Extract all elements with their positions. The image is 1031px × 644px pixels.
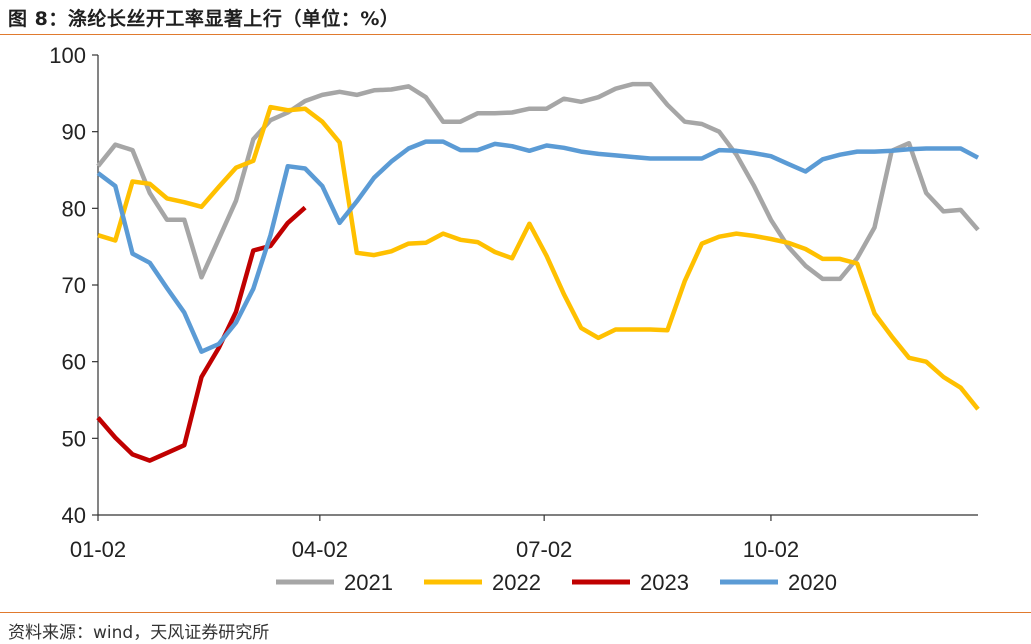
y-tick-label: 50 [62, 426, 86, 451]
chart-title: 图 8：涤纶长丝开工率显著上行（单位：%） [8, 8, 400, 30]
x-tick-label: 04-02 [292, 537, 348, 562]
chart-axes: 40 50 60 70 80 90 100 01-02 04-02 07-02 10-02 [49, 43, 978, 562]
legend-label-2023: 2023 [640, 570, 689, 595]
legend-label-2020: 2020 [788, 570, 837, 595]
y-tick-label: 80 [62, 196, 86, 221]
source-note: 资料来源：wind，天风证券研究所 [8, 623, 270, 643]
chart-canvas: 40 50 60 70 80 90 100 01-02 04-02 07-02 10-02 2021… [49, 43, 980, 595]
legend-label-2022: 2022 [492, 570, 541, 595]
x-tick-label: 07-02 [516, 537, 572, 562]
y-tick-label: 70 [62, 273, 86, 298]
legend-label-2021: 2021 [344, 570, 393, 595]
footer-divider [0, 612, 1031, 613]
series-line-2020 [96, 139, 980, 354]
chart-legend: 2021 2022 2023 2020 [276, 570, 837, 595]
series-line-2022 [97, 104, 980, 411]
y-tick-label: 90 [62, 120, 86, 145]
x-tick-label: 10-02 [743, 537, 799, 562]
series-line-2023 [96, 205, 307, 463]
y-tick-label: 100 [49, 43, 86, 68]
y-tick-label: 60 [62, 350, 86, 375]
title-divider [0, 34, 1031, 35]
y-tick-label: 40 [62, 503, 86, 528]
chart-series [96, 81, 980, 463]
x-tick-label: 01-02 [70, 537, 126, 562]
series-line-2021 [96, 81, 980, 282]
